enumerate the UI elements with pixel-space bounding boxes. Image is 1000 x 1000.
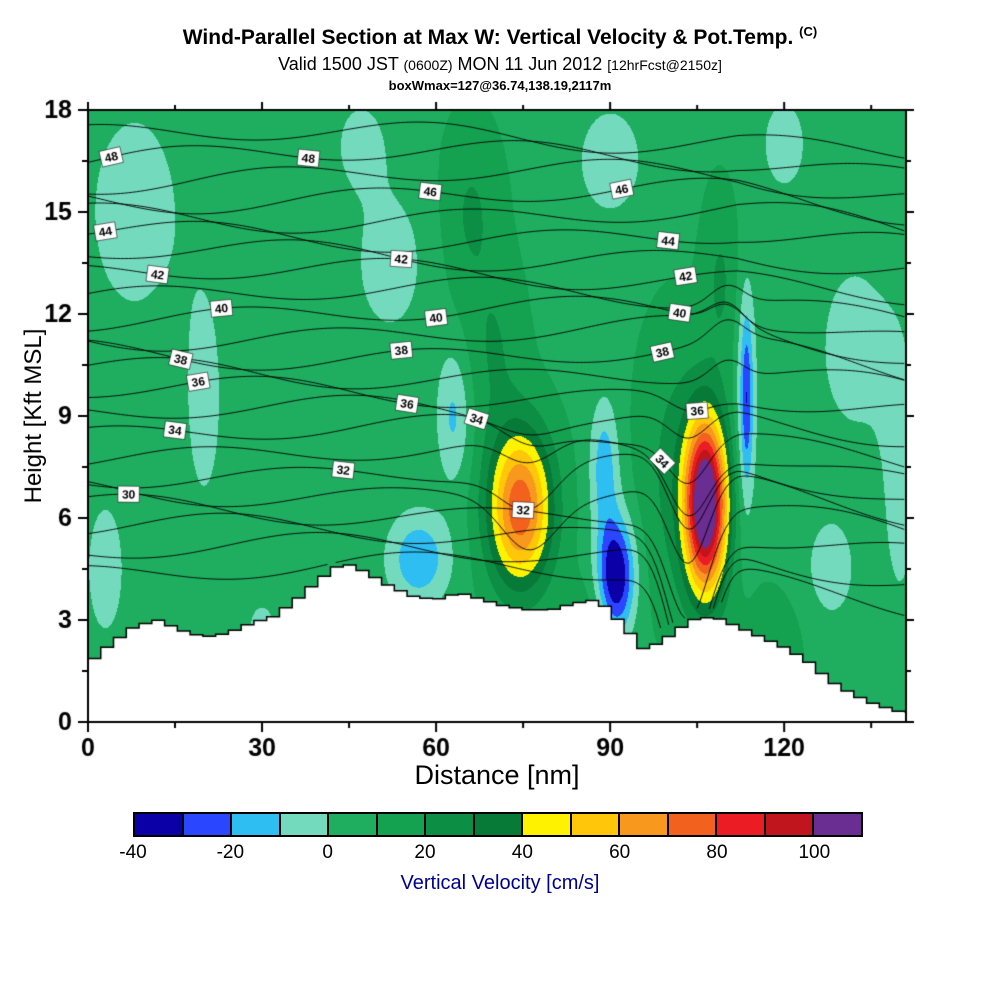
title-units-suffix: (C) <box>799 24 818 39</box>
colorbar-segment <box>668 814 718 835</box>
title-text: Wind-Parallel Section at Max W: Vertical… <box>182 26 794 49</box>
colorbar-segment <box>523 814 572 835</box>
valid-time-subtitle: Valid 1500 JST (0600Z) MON 11 Jun 2012 [… <box>0 54 1000 75</box>
colorbar-segment <box>426 814 475 835</box>
colorbar <box>133 812 863 837</box>
y-axis-label: Height [Kft MSL] <box>20 328 47 504</box>
subtitle-part: (0600Z) <box>403 57 453 73</box>
colorbar-segment <box>717 814 766 835</box>
colorbar-tick-label: 80 <box>706 842 728 863</box>
colorbar-segment <box>377 814 427 835</box>
max-w-note: boxWmax=127@36.74,138.19,2117m <box>388 78 612 93</box>
colorbar-tick-label: 20 <box>414 842 436 863</box>
subtitle-part: [12hrFcst@2150z] <box>607 57 722 73</box>
colorbar-label: Vertical Velocity [cm/s] <box>400 872 600 894</box>
subtitle-part: MON 11 Jun 2012 <box>452 54 608 74</box>
colorbar-segment <box>765 814 815 835</box>
colorbar-tick-label: 60 <box>609 842 631 863</box>
colorbar-segment <box>571 814 621 835</box>
x-axis-label: Distance [nm] <box>414 760 580 790</box>
colorbar-tick-label: 100 <box>798 842 831 863</box>
colorbar-segment <box>280 814 330 835</box>
colorbar-tick-label: -40 <box>119 842 147 863</box>
page-title: Wind-Parallel Section at Max W: Vertical… <box>0 24 1000 50</box>
colorbar-segment <box>183 814 233 835</box>
colorbar-ticks: -40 -20 0 20 40 60 80 100 <box>119 842 863 866</box>
colorbar-segment <box>232 814 281 835</box>
subtitle-part: Valid 1500 JST <box>278 54 404 74</box>
colorbar-tick-label: 40 <box>511 842 533 863</box>
colorbar-segment <box>135 814 184 835</box>
colorbar-tick-label: -20 <box>216 842 245 863</box>
colorbar-tick-label: 0 <box>322 842 333 863</box>
colorbar-segment <box>474 814 524 835</box>
colorbar-segment <box>620 814 669 835</box>
colorbar-segment <box>329 814 378 835</box>
colorbar-segment <box>814 814 861 835</box>
